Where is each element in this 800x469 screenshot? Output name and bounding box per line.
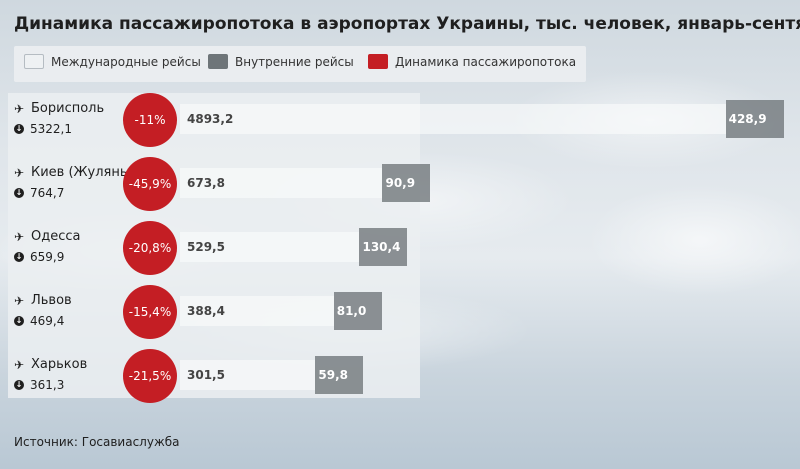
domestic-value: 90,9 <box>385 176 416 190</box>
dynamics-circle: -45,9% <box>123 157 177 211</box>
international-bar <box>180 104 726 134</box>
airport-label: ✈ Харьков <box>14 357 87 372</box>
international-value: 529,5 <box>187 240 225 254</box>
international-bar <box>180 360 316 390</box>
dynamics-value: -21,5% <box>128 369 172 383</box>
plane-icon: ✈ <box>14 357 25 372</box>
domestic-value: 428,9 <box>728 112 767 126</box>
airport-total: ↓ 361,3 <box>14 378 64 392</box>
legend-item-domestic: Внутренние рейсы <box>208 54 354 69</box>
arrow-down-circle-icon: ↓ <box>14 252 24 262</box>
international-bar <box>180 232 360 262</box>
dynamics-circle: -11% <box>123 93 177 147</box>
airport-label: ✈ Борисполь <box>14 101 104 116</box>
legend-label-domestic: Внутренние рейсы <box>235 54 354 69</box>
arrow-down-circle-icon: ↓ <box>14 380 24 390</box>
international-value: 388,4 <box>187 304 225 318</box>
airport-total: ↓ 469,4 <box>14 314 64 328</box>
plane-icon: ✈ <box>14 293 25 308</box>
legend: Международные рейсы Внутренние рейсы Дин… <box>14 46 586 82</box>
dynamics-circle: -20,8% <box>123 221 177 275</box>
airport-total: ↓ 5322,1 <box>14 122 72 136</box>
total-value: 361,3 <box>30 378 65 392</box>
legend-label-dynamics: Динамика пассажиропотока <box>395 54 577 69</box>
airport-label: ✈ Одесса <box>14 229 80 244</box>
plane-icon: ✈ <box>14 229 25 244</box>
chart-title: Динамика пассажиропотока в аэропортах Ук… <box>14 14 800 34</box>
airport-total: ↓ 659,9 <box>14 250 64 264</box>
domestic-bar <box>725 100 784 138</box>
plane-icon: ✈ <box>14 165 25 180</box>
domestic-bar <box>333 292 382 330</box>
legend-swatch-international <box>24 54 44 69</box>
airport-label: ✈ Львов <box>14 293 72 308</box>
arrow-down-circle-icon: ↓ <box>14 188 24 198</box>
international-bar <box>180 296 334 326</box>
domestic-bar <box>359 228 408 266</box>
dynamics-value: -15,4% <box>128 305 172 319</box>
legend-swatch-domestic <box>208 54 228 69</box>
dynamics-value: -20,8% <box>128 241 172 255</box>
domestic-bar <box>382 164 431 202</box>
airport-name: Одесса <box>31 229 81 244</box>
arrow-down-circle-icon: ↓ <box>14 124 24 134</box>
airport-label: ✈ Киев (Жуляны) <box>14 165 135 180</box>
airport-total: ↓ 764,7 <box>14 186 64 200</box>
dynamics-circle: -21,5% <box>123 349 177 403</box>
domestic-value: 59,8 <box>318 368 349 382</box>
legend-swatch-dynamics <box>368 54 388 69</box>
legend-label-international: Международные рейсы <box>51 54 201 69</box>
domestic-value: 130,4 <box>362 240 401 254</box>
source-note: Источник: Госавиаслужба <box>14 435 180 449</box>
international-value: 4893,2 <box>187 112 234 126</box>
legend-item-international: Международные рейсы <box>24 54 201 69</box>
total-value: 5322,1 <box>30 122 72 136</box>
domestic-value: 81,0 <box>336 304 367 318</box>
plane-icon: ✈ <box>14 101 25 116</box>
airport-name: Киев (Жуляны) <box>31 165 136 180</box>
legend-item-dynamics: Динамика пассажиропотока <box>368 54 576 69</box>
international-value: 301,5 <box>187 368 225 382</box>
total-value: 764,7 <box>30 186 65 200</box>
airport-name: Борисполь <box>31 101 105 116</box>
airport-name: Харьков <box>31 357 88 372</box>
airport-name: Львов <box>31 293 72 308</box>
total-value: 659,9 <box>30 250 65 264</box>
international-value: 673,8 <box>187 176 225 190</box>
international-bar <box>180 168 383 198</box>
dynamics-value: -11% <box>134 113 166 127</box>
dynamics-circle: -15,4% <box>123 285 177 339</box>
total-value: 469,4 <box>30 314 65 328</box>
arrow-down-circle-icon: ↓ <box>14 316 24 326</box>
domestic-bar <box>315 356 364 394</box>
dynamics-value: -45,9% <box>128 177 172 191</box>
